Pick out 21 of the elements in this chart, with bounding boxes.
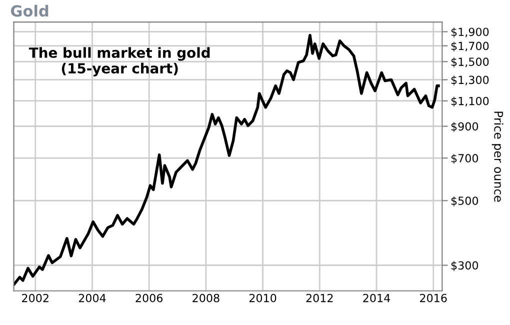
x-tick-label: 2016 <box>420 294 447 302</box>
y-tick-label: $300 <box>451 261 478 272</box>
x-tick-label: 2002 <box>22 294 48 302</box>
x-tick-label: 2014 <box>363 294 390 302</box>
y-tick-label: $1,900 <box>451 27 489 38</box>
y-axis-title: Price per ounce <box>492 112 504 202</box>
y-tick-label: $500 <box>451 196 478 206</box>
x-tick-label: 2008 <box>192 294 220 302</box>
y-tick-label: $1,100 <box>451 96 489 107</box>
x-tick-label: 2012 <box>306 294 333 302</box>
y-tick-label: $900 <box>451 122 478 132</box>
y-tick-label: $1,500 <box>451 57 489 68</box>
y-tick-label: $700 <box>451 154 478 164</box>
line-series <box>14 34 440 286</box>
x-tick-label: 2010 <box>249 294 276 302</box>
chart-title: Gold <box>10 4 48 17</box>
y-tick-label: $1,700 <box>451 42 489 52</box>
y-tick-label: $1,300 <box>451 76 489 86</box>
x-tick-label: 2006 <box>136 294 163 302</box>
x-tick-label: 2004 <box>78 294 106 302</box>
annotation: The bull market in gold (15-year chart) <box>28 47 210 76</box>
